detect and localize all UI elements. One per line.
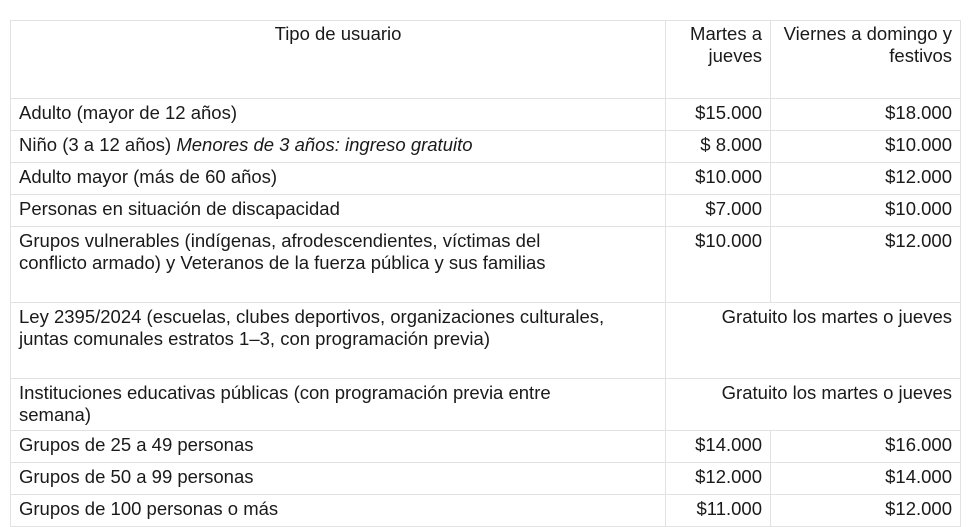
cell-tipo: Adulto (mayor de 12 años) (10, 98, 666, 131)
tipo-note: Menores de 3 años: ingreso gratuito (176, 134, 473, 155)
cell-tipo: Ley 2395/2024 (escuelas, clubes deportiv… (10, 302, 666, 379)
cell-tipo: Adulto mayor (más de 60 años) (10, 162, 666, 195)
table-row: Grupos vulnerables (indígenas, afrodesce… (10, 226, 961, 303)
cell-viernes-festivos: $12.000 (770, 226, 961, 303)
table-row: Niño (3 a 12 años) Menores de 3 años: in… (10, 130, 961, 163)
cell-tarifa: Gratuito los martes o jueves (665, 302, 961, 379)
cell-viernes-festivos: $12.000 (770, 162, 961, 195)
cell-tipo: Grupos de 25 a 49 personas (10, 430, 666, 463)
cell-viernes-festivos: $10.000 (770, 194, 961, 227)
cell-viernes-festivos: $14.000 (770, 462, 961, 495)
table-row: Grupos de 25 a 49 personas $14.000 $16.0… (10, 430, 961, 463)
cell-tipo: Personas en situación de discapacidad (10, 194, 666, 227)
header-viernes-festivos: Viernes a domingo y festivos (770, 20, 961, 99)
header-tipo: Tipo de usuario (10, 20, 666, 99)
cell-martes-jueves: $10.000 (665, 226, 771, 303)
table-row: Grupos de 100 personas o más $11.000 $12… (10, 494, 961, 527)
table-row: Adulto mayor (más de 60 años) $10.000 $1… (10, 162, 961, 195)
tipo-text: Niño (3 a 12 años) (19, 134, 172, 155)
cell-tipo: Grupos de 50 a 99 personas (10, 462, 666, 495)
header-martes-jueves: Martes a jueves (665, 20, 771, 99)
table-row: Adulto (mayor de 12 años) $15.000 $18.00… (10, 98, 961, 131)
cell-tipo: Instituciones educativas públicas (con p… (10, 378, 666, 431)
cell-viernes-festivos: $18.000 (770, 98, 961, 131)
cell-tipo: Grupos de 100 personas o más (10, 494, 666, 527)
cell-martes-jueves: $11.000 (665, 494, 771, 527)
cell-martes-jueves: $10.000 (665, 162, 771, 195)
table-row: Grupos de 50 a 99 personas $12.000 $14.0… (10, 462, 961, 495)
cell-tipo: Niño (3 a 12 años) Menores de 3 años: in… (10, 130, 666, 163)
cell-viernes-festivos: $12.000 (770, 494, 961, 527)
cell-viernes-festivos: $10.000 (770, 130, 961, 163)
table-row: Ley 2395/2024 (escuelas, clubes deportiv… (10, 302, 961, 379)
cell-martes-jueves: $12.000 (665, 462, 771, 495)
cell-martes-jueves: $14.000 (665, 430, 771, 463)
cell-martes-jueves: $15.000 (665, 98, 771, 131)
table-row: Personas en situación de discapacidad $7… (10, 194, 961, 227)
cell-martes-jueves: $ 8.000 (665, 130, 771, 163)
cell-viernes-festivos: $16.000 (770, 430, 961, 463)
cell-tipo: Grupos vulnerables (indígenas, afrodesce… (10, 226, 666, 303)
cell-tarifa: Gratuito los martes o jueves (665, 378, 961, 431)
price-table: Tipo de usuario Martes a jueves Viernes … (10, 20, 961, 527)
table-header: Tipo de usuario Martes a jueves Viernes … (10, 20, 961, 99)
table-row: Instituciones educativas públicas (con p… (10, 378, 961, 431)
cell-martes-jueves: $7.000 (665, 194, 771, 227)
